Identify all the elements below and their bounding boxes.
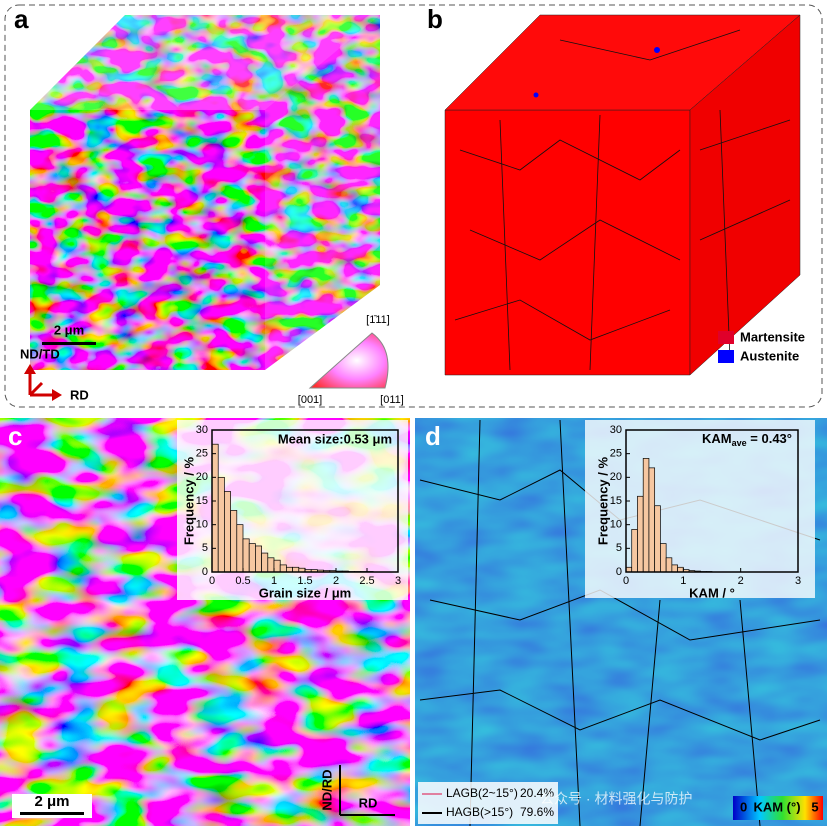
y-tick-label: 20 — [196, 471, 208, 483]
legend-text: Martensite — [740, 329, 805, 344]
scale-text: 5 — [811, 799, 818, 814]
bar — [249, 544, 255, 572]
cube-a — [30, 15, 380, 370]
axis-label: RD — [359, 795, 378, 810]
x-tick-label: 1 — [680, 575, 686, 587]
x-tick-label: 3 — [395, 575, 401, 587]
y-tick-label: 30 — [196, 424, 208, 436]
y-tick-label: 25 — [196, 448, 208, 460]
cube-b — [445, 15, 800, 375]
y-tick-label: 30 — [610, 424, 622, 436]
axis-label: ND/TD — [20, 346, 60, 361]
y-tick-label: 0 — [202, 566, 208, 578]
y-tick-label: 5 — [616, 542, 622, 554]
legend-text: 79.6% — [520, 805, 554, 819]
bar — [637, 496, 643, 572]
x-axis-label: Grain size / μm — [259, 585, 352, 600]
bar — [632, 529, 638, 572]
scale-text: KAM (°) — [753, 799, 800, 814]
y-tick-label: 15 — [196, 495, 208, 507]
bar — [218, 477, 224, 572]
legend-text: HAGB(>15°) — [446, 805, 513, 819]
annotation-part: ave — [732, 438, 747, 448]
y-tick-label: 0 — [616, 566, 622, 578]
scale-text: 2 μm — [54, 322, 84, 337]
annotation: Mean size:0.53 μm — [278, 431, 392, 446]
ipf-label: [011] — [380, 394, 404, 406]
y-tick-label: 10 — [196, 519, 208, 531]
axis-label: RD — [70, 387, 89, 402]
bar — [274, 560, 280, 572]
x-axis-label: KAM / ° — [689, 585, 735, 600]
annotation-part: KAM — [702, 431, 732, 446]
panel-label: a — [14, 4, 29, 34]
scale-text: 0 — [740, 799, 747, 814]
bar — [649, 468, 655, 572]
ipf-label: [001] — [298, 394, 322, 406]
x-tick-label: 0.5 — [235, 575, 250, 587]
bar — [672, 565, 678, 572]
ipf-triangle — [310, 333, 388, 388]
y-axis-label: Frequency / % — [595, 456, 610, 545]
bar — [255, 546, 261, 572]
y-tick-label: 5 — [202, 542, 208, 554]
bar — [231, 510, 237, 572]
bar — [280, 565, 286, 572]
x-tick-label: 0 — [623, 575, 629, 587]
y-tick-label: 25 — [610, 448, 622, 460]
y-axis-label: Frequency / % — [181, 456, 196, 545]
scale-bar — [20, 812, 84, 815]
legend-text: LAGB(2~15°) — [446, 786, 518, 800]
bar — [660, 544, 666, 572]
scale-text: 2 μm — [34, 793, 69, 810]
panel-label: c — [8, 421, 22, 451]
scale-bar — [42, 342, 96, 345]
axis-label: ND/RD — [319, 769, 334, 810]
watermark: 公众号 · 材料强化与防护 — [540, 791, 692, 807]
bar — [268, 558, 274, 572]
bar — [224, 492, 230, 572]
bar — [262, 553, 268, 572]
x-tick-label: 0 — [209, 575, 215, 587]
bar — [212, 444, 218, 572]
bar — [237, 525, 243, 572]
y-tick-label: 10 — [610, 519, 622, 531]
y-tick-label: 15 — [610, 495, 622, 507]
panel-label: b — [427, 4, 443, 34]
annotation-part: = 0.43° — [747, 431, 792, 446]
bar — [243, 539, 249, 572]
x-tick-label: 2.5 — [359, 575, 374, 587]
y-tick-label: 20 — [610, 471, 622, 483]
bar — [666, 558, 672, 572]
x-tick-label: 3 — [795, 575, 801, 587]
bar — [643, 458, 649, 572]
legend-swatch — [718, 331, 734, 344]
bar — [655, 506, 661, 572]
x-tick-label: 2 — [738, 575, 744, 587]
legend-swatch — [718, 350, 734, 363]
annotation: KAMave = 0.43° — [702, 431, 792, 448]
legend-text: Austenite — [740, 348, 799, 363]
ipf-label: [1̄11] — [366, 314, 390, 326]
panel-label: d — [425, 421, 441, 451]
